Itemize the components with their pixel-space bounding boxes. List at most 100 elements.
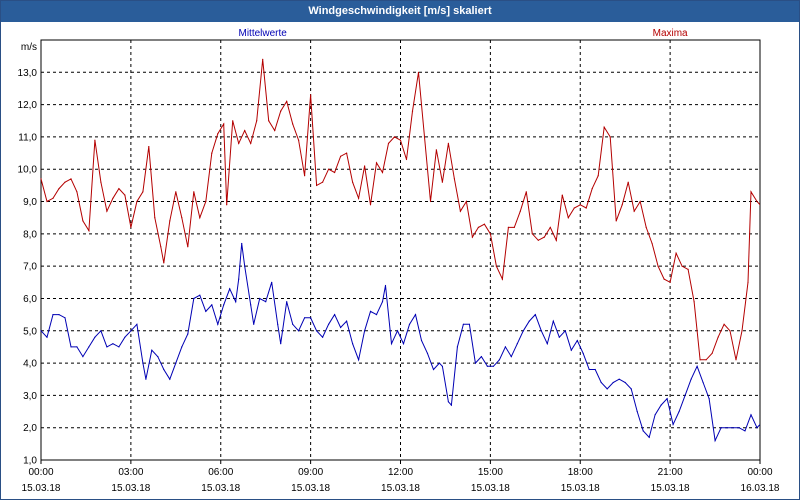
data-point-maxima bbox=[531, 233, 533, 235]
data-point-maxima bbox=[627, 181, 629, 183]
data-point-mittelwerte bbox=[304, 317, 306, 319]
data-point-mittelwerte bbox=[369, 310, 372, 312]
data-point-mittelwerte bbox=[447, 401, 449, 403]
data-point-mittelwerte bbox=[253, 323, 255, 325]
y-tick-label: 11,0 bbox=[18, 132, 37, 143]
data-point-mittelwerte bbox=[438, 362, 440, 364]
x-tick-date: 15.03.18 bbox=[201, 483, 240, 494]
data-point-mittelwerte bbox=[588, 368, 590, 371]
x-tick-time: 15:00 bbox=[478, 467, 503, 478]
data-point-maxima bbox=[256, 120, 258, 122]
data-point-mittelwerte bbox=[88, 346, 90, 348]
data-point-mittelwerte bbox=[600, 381, 602, 384]
data-point-mittelwerte bbox=[358, 359, 360, 361]
data-point-maxima bbox=[495, 265, 497, 267]
x-tick-time: 03:00 bbox=[118, 467, 143, 478]
x-axis-ticks: 00:00 15.03.18 03:00 15.03.18 06:00 15.03.18 0… bbox=[22, 460, 780, 494]
x-tick-date: 15.03.18 bbox=[291, 483, 330, 494]
data-point-maxima bbox=[555, 239, 557, 241]
data-point-mittelwerte bbox=[64, 317, 66, 319]
data-point-maxima bbox=[292, 123, 294, 125]
data-point-maxima bbox=[741, 330, 743, 332]
legend: Mittelwerte Maxima bbox=[239, 28, 689, 39]
data-point-mittelwerte bbox=[540, 330, 542, 332]
data-point-mittelwerte bbox=[582, 352, 584, 354]
y-axis-ticks: 1,0 2,0 3,0 4,0 5,0 6,0 7,0 8,0 9,0 10,0 11,0 12,0 1… bbox=[18, 42, 38, 467]
data-point-maxima bbox=[364, 165, 366, 167]
data-point-mittelwerte bbox=[522, 330, 524, 332]
data-point-mittelwerte bbox=[576, 339, 578, 342]
data-point-mittelwerte bbox=[420, 339, 423, 342]
data-point-mittelwerte bbox=[441, 365, 443, 367]
x-tick-time: 18:00 bbox=[568, 467, 593, 478]
data-point-maxima bbox=[100, 181, 102, 183]
data-point-maxima bbox=[615, 220, 617, 222]
data-point-maxima bbox=[160, 246, 162, 248]
data-point-maxima bbox=[124, 194, 126, 196]
data-point-maxima bbox=[405, 158, 408, 161]
data-point-maxima bbox=[399, 139, 402, 141]
data-point-maxima bbox=[729, 330, 731, 332]
y-tick-label: 1,0 bbox=[23, 456, 37, 467]
data-point-mittelwerte bbox=[364, 330, 366, 332]
data-point-maxima bbox=[717, 336, 719, 338]
data-point-mittelwerte bbox=[223, 304, 225, 306]
data-point-mittelwerte bbox=[408, 323, 411, 325]
data-point-mittelwerte bbox=[142, 362, 144, 364]
data-point-maxima bbox=[268, 120, 270, 122]
data-point-mittelwerte bbox=[396, 330, 399, 332]
data-point-mittelwerte bbox=[82, 356, 84, 358]
data-point-mittelwerte bbox=[504, 346, 506, 348]
data-point-mittelwerte bbox=[750, 414, 752, 416]
data-point-maxima bbox=[358, 197, 360, 199]
data-point-maxima bbox=[585, 207, 587, 209]
data-point-mittelwerte bbox=[606, 388, 608, 390]
data-point-mittelwerte bbox=[169, 378, 171, 380]
data-point-maxima bbox=[459, 210, 461, 212]
data-point-mittelwerte bbox=[157, 356, 159, 358]
data-point-mittelwerte bbox=[181, 346, 183, 348]
data-point-maxima bbox=[681, 265, 683, 267]
grid-lines bbox=[41, 40, 760, 460]
data-point-maxima bbox=[579, 204, 581, 206]
data-point-maxima bbox=[465, 200, 467, 203]
data-point-maxima bbox=[543, 236, 545, 238]
data-point-maxima bbox=[447, 142, 449, 144]
data-point-mittelwerte bbox=[381, 301, 384, 303]
data-point-maxima bbox=[423, 136, 426, 138]
data-point-mittelwerte bbox=[151, 349, 153, 351]
data-point-maxima bbox=[369, 204, 372, 206]
data-point-maxima bbox=[334, 171, 336, 174]
data-point-maxima bbox=[513, 226, 515, 228]
data-point-maxima bbox=[756, 200, 758, 203]
data-point-maxima bbox=[471, 236, 473, 238]
window-title: Windgeschwindigkeit [m/s] skaliert bbox=[1, 1, 799, 22]
y-tick-label: 2,0 bbox=[23, 423, 37, 434]
data-point-mittelwerte bbox=[618, 378, 620, 380]
data-point-mittelwerte bbox=[666, 398, 668, 400]
data-point-maxima bbox=[217, 133, 219, 135]
data-point-maxima bbox=[226, 204, 228, 206]
data-point-maxima bbox=[130, 226, 132, 228]
data-point-maxima bbox=[657, 265, 659, 267]
data-point-mittelwerte bbox=[696, 365, 698, 367]
data-point-mittelwerte bbox=[292, 323, 294, 325]
y-tick-label: 12,0 bbox=[18, 100, 38, 111]
data-point-mittelwerte bbox=[474, 362, 476, 364]
data-point-maxima bbox=[328, 168, 330, 170]
y-tick-label: 6,0 bbox=[23, 294, 37, 305]
data-point-mittelwerte bbox=[654, 414, 656, 416]
y-tick-label: 7,0 bbox=[23, 262, 37, 273]
data-point-maxima bbox=[262, 58, 264, 61]
data-point-maxima bbox=[750, 191, 752, 193]
data-point-maxima bbox=[52, 197, 54, 199]
data-point-maxima bbox=[106, 210, 108, 212]
x-tick-time: 09:00 bbox=[298, 467, 323, 478]
data-point-mittelwerte bbox=[58, 314, 60, 316]
data-point-maxima bbox=[142, 191, 144, 193]
data-point-maxima bbox=[304, 175, 306, 177]
data-point-mittelwerte bbox=[280, 343, 282, 345]
wind-speed-chart: 1,0 2,0 3,0 4,0 5,0 6,0 7,0 8,0 9,0 10,0 11,0 12,0 1… bbox=[18, 28, 780, 494]
data-point-mittelwerte bbox=[498, 359, 500, 361]
data-point-maxima bbox=[387, 142, 390, 144]
